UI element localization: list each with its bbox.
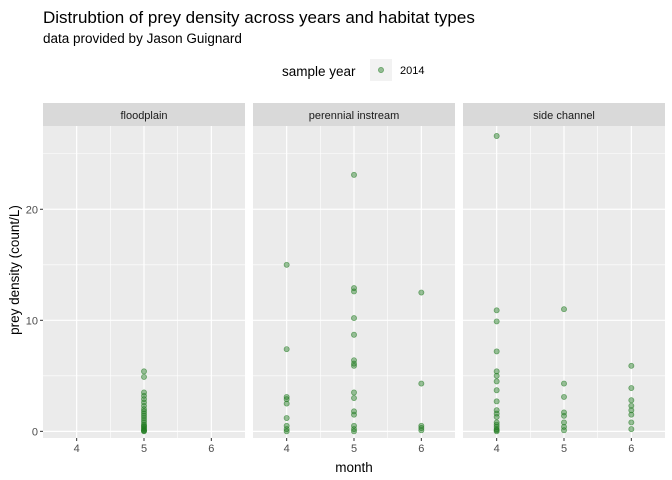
data-point bbox=[141, 417, 147, 424]
data-point bbox=[283, 426, 290, 433]
facet-panel-1: perennial instream 4 5 6 bbox=[253, 103, 455, 455]
facet-strip bbox=[43, 103, 245, 126]
data-point bbox=[351, 362, 357, 369]
data-point bbox=[493, 398, 500, 405]
data-point bbox=[493, 318, 500, 325]
data-point bbox=[351, 315, 357, 322]
data-point bbox=[418, 427, 425, 434]
y-tick-label: 0 bbox=[32, 426, 38, 438]
data-point bbox=[561, 393, 567, 400]
data-point bbox=[493, 421, 500, 428]
data-point bbox=[561, 380, 567, 387]
legend-label-2014: 2014 bbox=[400, 65, 424, 77]
y-tick-label: 20 bbox=[26, 204, 38, 216]
data-point bbox=[493, 428, 500, 435]
data-point bbox=[351, 360, 357, 367]
chart-title: Distrubtion of prey density across years… bbox=[43, 8, 475, 27]
data-point bbox=[283, 346, 290, 353]
x-tick-label: 4 bbox=[494, 443, 500, 455]
data-point bbox=[628, 411, 635, 418]
data-point bbox=[628, 385, 635, 391]
data-point bbox=[418, 289, 425, 296]
data-point bbox=[141, 373, 147, 380]
chart-subtitle: data provided by Jason Guignard bbox=[43, 31, 242, 46]
x-tick-label: 4 bbox=[74, 443, 80, 455]
x-tick-label: 6 bbox=[208, 443, 214, 455]
data-point bbox=[628, 362, 635, 369]
facet-strip bbox=[463, 103, 665, 126]
x-axis-title: month bbox=[335, 460, 373, 475]
legend-title: sample year bbox=[282, 64, 356, 79]
data-point bbox=[351, 426, 357, 433]
x-tick-label: 5 bbox=[351, 443, 357, 455]
facet-strip-label: side channel bbox=[533, 110, 595, 122]
data-point bbox=[628, 402, 635, 409]
data-point bbox=[351, 288, 357, 295]
x-tick-label: 5 bbox=[141, 443, 147, 455]
x-tick-label: 6 bbox=[418, 443, 424, 455]
data-point bbox=[493, 372, 500, 379]
data-point bbox=[351, 331, 357, 338]
x-tick-label: 6 bbox=[628, 443, 634, 455]
data-point bbox=[283, 393, 290, 400]
data-point bbox=[351, 171, 357, 178]
y-axis-title: prey density (count/L) bbox=[7, 205, 22, 335]
data-point bbox=[283, 400, 290, 407]
data-point bbox=[493, 419, 500, 426]
data-point bbox=[561, 419, 567, 426]
data-point bbox=[351, 395, 357, 401]
data-point bbox=[283, 396, 290, 403]
facet-strip-label: perennial instream bbox=[309, 110, 400, 122]
data-point bbox=[418, 422, 425, 429]
data-point bbox=[351, 428, 357, 435]
data-point bbox=[141, 412, 147, 419]
data-point bbox=[418, 380, 425, 387]
x-tick-label: 5 bbox=[561, 443, 567, 455]
data-point bbox=[493, 133, 500, 139]
data-point bbox=[141, 428, 147, 435]
data-point bbox=[493, 413, 500, 420]
data-point bbox=[141, 408, 147, 415]
data-point bbox=[283, 415, 290, 421]
data-point bbox=[561, 427, 567, 434]
data-point bbox=[628, 397, 635, 404]
data-point bbox=[493, 307, 500, 314]
facet-strip-label: floodplain bbox=[120, 110, 167, 122]
legend-key-box bbox=[370, 59, 392, 81]
facet-panel-2: side channel 4 5 6 bbox=[463, 103, 665, 455]
facet-panel-0: floodplain 4 5 6 bbox=[43, 103, 245, 455]
legend: sample year 2014 bbox=[282, 59, 424, 81]
data-point bbox=[283, 261, 290, 268]
data-point bbox=[628, 407, 635, 414]
data-point bbox=[628, 426, 635, 433]
data-point bbox=[561, 306, 567, 313]
data-point bbox=[493, 368, 500, 375]
data-point bbox=[351, 389, 357, 396]
data-point bbox=[141, 410, 147, 417]
data-point bbox=[493, 348, 500, 355]
data-point bbox=[141, 415, 147, 421]
data-point bbox=[561, 412, 567, 419]
data-point bbox=[493, 378, 500, 385]
y-tick-label: 10 bbox=[26, 315, 38, 327]
data-point bbox=[351, 411, 357, 418]
data-point bbox=[628, 419, 635, 426]
y-axis: 0 10 20 bbox=[26, 204, 43, 438]
x-tick-label: 4 bbox=[284, 443, 290, 455]
facet-strip bbox=[253, 103, 455, 126]
data-point bbox=[141, 406, 147, 413]
data-point bbox=[141, 368, 147, 375]
data-point bbox=[418, 425, 425, 431]
data-point bbox=[493, 387, 500, 394]
legend-key-point bbox=[378, 67, 384, 73]
data-point bbox=[283, 428, 290, 435]
